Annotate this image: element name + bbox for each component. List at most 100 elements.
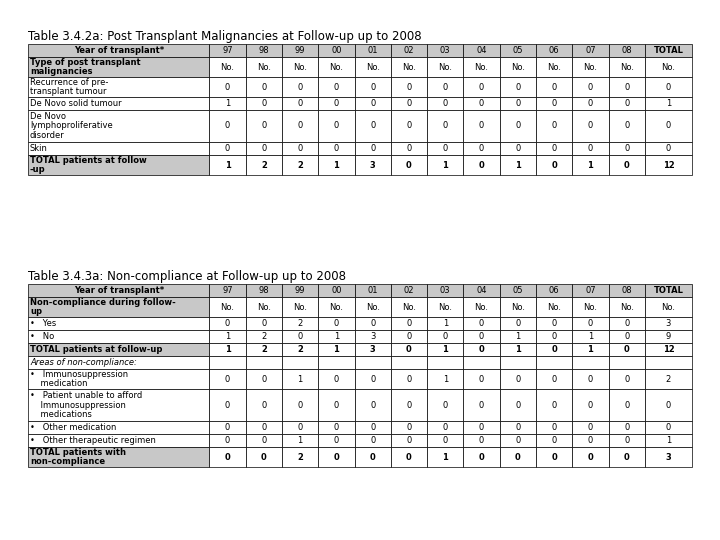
Text: 0: 0	[225, 83, 230, 91]
Bar	[427, 297, 464, 317]
Bar	[572, 389, 608, 421]
Bar	[28, 330, 210, 343]
Text: 0: 0	[370, 436, 375, 445]
Text: 1: 1	[666, 436, 671, 445]
Bar	[500, 389, 536, 421]
Bar	[572, 434, 608, 447]
Text: 0: 0	[479, 401, 484, 409]
Bar	[210, 434, 246, 447]
Text: 01: 01	[367, 46, 378, 55]
Bar	[608, 77, 645, 97]
Bar	[210, 155, 246, 175]
Text: 12: 12	[662, 160, 675, 170]
Text: No.: No.	[257, 63, 271, 71]
Text: No.: No.	[330, 63, 343, 71]
Bar	[391, 369, 427, 389]
Bar	[536, 155, 572, 175]
Bar	[246, 110, 282, 142]
Bar	[427, 343, 464, 356]
Text: Skin: Skin	[30, 144, 48, 153]
Bar	[210, 389, 246, 421]
Bar	[391, 142, 427, 155]
Bar	[608, 369, 645, 389]
Bar	[464, 110, 500, 142]
Bar	[246, 297, 282, 317]
Text: 05: 05	[513, 286, 523, 295]
Text: 0: 0	[261, 83, 266, 91]
Bar	[427, 57, 464, 77]
Text: 12: 12	[662, 345, 675, 354]
Bar	[536, 57, 572, 77]
Bar	[608, 389, 645, 421]
Text: 0: 0	[261, 99, 266, 108]
Text: 3: 3	[370, 345, 376, 354]
Bar	[210, 356, 246, 369]
Text: No.: No.	[547, 63, 561, 71]
Bar	[318, 434, 354, 447]
Bar	[464, 421, 500, 434]
Bar	[464, 447, 500, 467]
Text: 02: 02	[404, 46, 414, 55]
Bar	[645, 110, 692, 142]
Bar	[246, 389, 282, 421]
Bar	[28, 356, 210, 369]
Text: 0: 0	[588, 122, 593, 131]
Text: 0: 0	[624, 453, 629, 462]
Text: 0: 0	[406, 83, 412, 91]
Bar	[427, 77, 464, 97]
Text: No.: No.	[662, 302, 675, 312]
Bar	[282, 142, 318, 155]
Text: 0: 0	[516, 83, 521, 91]
Bar	[246, 77, 282, 97]
Bar	[246, 317, 282, 330]
Text: 0: 0	[370, 453, 376, 462]
Text: 0: 0	[516, 319, 521, 328]
Text: 0: 0	[406, 99, 412, 108]
Bar	[391, 97, 427, 110]
Bar	[318, 77, 354, 97]
Bar	[28, 317, 210, 330]
Text: 98: 98	[258, 286, 269, 295]
Text: 0: 0	[225, 423, 230, 432]
Text: 1: 1	[443, 319, 448, 328]
Text: No.: No.	[583, 302, 598, 312]
Text: 0: 0	[370, 375, 375, 383]
Text: 0: 0	[406, 436, 412, 445]
Text: 0: 0	[261, 144, 266, 153]
Text: 0: 0	[552, 99, 557, 108]
Text: 0: 0	[624, 160, 629, 170]
Text: 99: 99	[295, 46, 305, 55]
Text: No.: No.	[620, 302, 634, 312]
Bar	[536, 447, 572, 467]
Text: 0: 0	[370, 423, 375, 432]
Text: No.: No.	[510, 63, 525, 71]
Bar	[536, 284, 572, 297]
Bar	[354, 142, 391, 155]
Bar	[536, 77, 572, 97]
Text: No.: No.	[510, 302, 525, 312]
Bar	[464, 77, 500, 97]
Text: 0: 0	[334, 375, 339, 383]
Text: 0: 0	[552, 375, 557, 383]
Text: 0: 0	[666, 83, 671, 91]
Text: 2: 2	[666, 375, 671, 383]
Text: 0: 0	[334, 83, 339, 91]
Text: 0: 0	[334, 401, 339, 409]
Text: 3: 3	[370, 160, 376, 170]
Bar	[464, 317, 500, 330]
Bar	[572, 317, 608, 330]
Bar	[500, 77, 536, 97]
Bar	[282, 317, 318, 330]
Bar	[645, 317, 692, 330]
Bar	[427, 44, 464, 57]
Text: 0: 0	[552, 436, 557, 445]
Bar	[28, 447, 210, 467]
Text: 0: 0	[516, 122, 521, 131]
Text: 0: 0	[552, 319, 557, 328]
Bar	[500, 155, 536, 175]
Bar	[318, 330, 354, 343]
Bar	[536, 110, 572, 142]
Text: Non-compliance during follow-
up: Non-compliance during follow- up	[30, 298, 176, 316]
Text: 0: 0	[225, 436, 230, 445]
Bar	[608, 356, 645, 369]
